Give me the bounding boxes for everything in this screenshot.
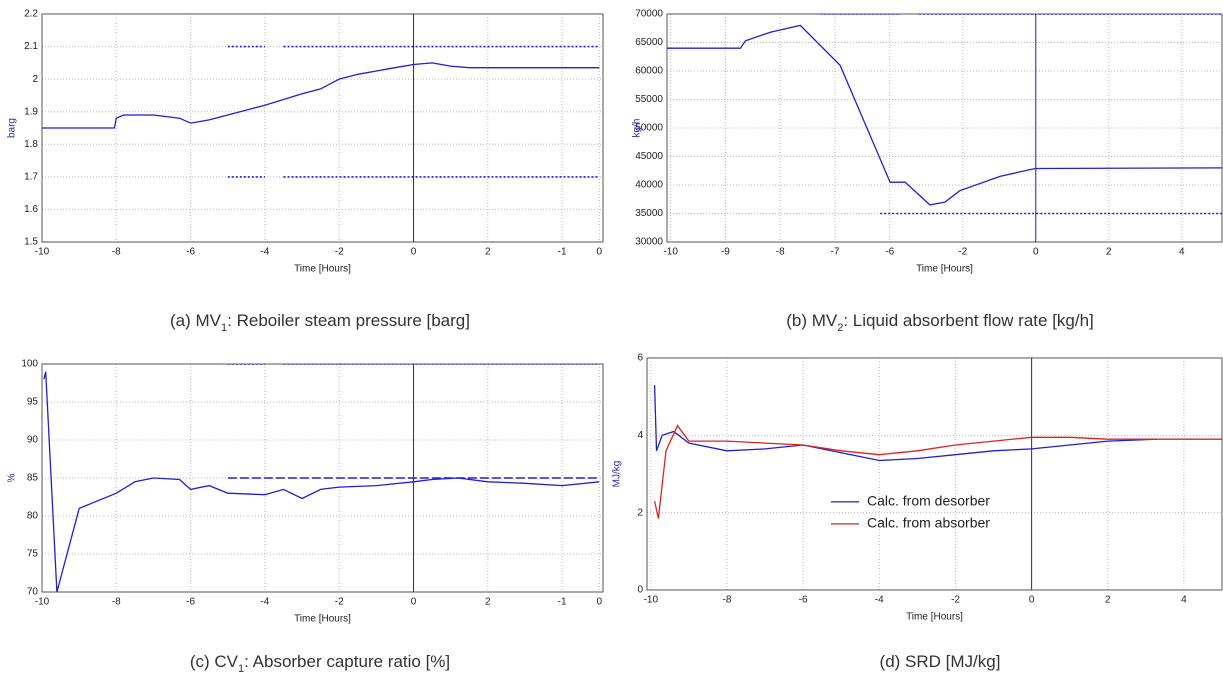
- plot-area: [647, 358, 1222, 590]
- x-tick-label: -6: [885, 247, 894, 258]
- x-tick-label: -8: [723, 595, 732, 606]
- x-axis-label: Time [Hours]: [294, 264, 351, 275]
- legend-label: Calc. from absorber: [867, 515, 990, 531]
- x-tick-label: 0: [1029, 595, 1035, 606]
- x-tick-label: -8: [112, 247, 121, 258]
- x-tick-label: -10: [644, 595, 659, 606]
- y-tick-label: 70000: [635, 9, 663, 20]
- x-tick-label: -8: [776, 247, 785, 258]
- caption-part: : Liquid absorbent flow rate [kg/h]: [843, 311, 1093, 330]
- caption: (c) CV1: Absorber capture ratio [%]: [190, 652, 450, 674]
- y-tick-label: 95: [27, 397, 39, 408]
- y-tick-label: 80: [27, 511, 39, 522]
- x-tick-label: -6: [186, 247, 195, 258]
- y-axis-label: barg: [7, 118, 18, 138]
- series-line: [42, 62, 600, 129]
- x-axis-label: Time [Hours]: [294, 614, 351, 625]
- x-tick-label: -1: [558, 247, 567, 258]
- y-tick-label: 30000: [635, 237, 663, 248]
- y-tick-label: 60000: [635, 66, 663, 77]
- x-tick-label: -10: [35, 247, 50, 258]
- y-tick-label: 55000: [635, 94, 663, 105]
- y-tick-label: 50000: [635, 123, 663, 134]
- x-tick-label: -4: [875, 595, 884, 606]
- y-tick-label: 2.2: [24, 9, 38, 20]
- caption-part: : Absorber capture ratio [%]: [244, 652, 450, 671]
- caption-part: (d) SRD [MJ/kg]: [880, 652, 1001, 671]
- legend-label: Calc. from desorber: [867, 493, 990, 509]
- y-tick-label: 1.6: [24, 204, 38, 215]
- y-tick-label: 65000: [635, 37, 663, 48]
- x-tick-label: -10: [35, 597, 50, 608]
- x-tick-label: 0: [597, 597, 603, 608]
- caption-part: (c) CV: [190, 652, 239, 671]
- y-tick-label: 2.1: [24, 41, 38, 52]
- x-tick-label: 2: [1106, 247, 1112, 258]
- x-tick-label: -2: [958, 247, 967, 258]
- y-tick-label: 90: [27, 435, 39, 446]
- plot-frame: [41, 363, 604, 593]
- x-tick-label: -1: [558, 597, 567, 608]
- y-axis-label: MJ/kg: [612, 461, 623, 488]
- x-tick-label: 2: [485, 597, 491, 608]
- x-tick-label: -9: [721, 247, 730, 258]
- x-tick-label: -10: [663, 247, 678, 258]
- x-tick-label: 2: [1105, 595, 1111, 606]
- x-tick-label: 0: [597, 247, 603, 258]
- y-tick-label: 1.9: [24, 106, 38, 117]
- x-tick-label: 2: [485, 247, 491, 258]
- y-tick-label: 1.5: [24, 237, 38, 248]
- series-line: [653, 424, 1222, 519]
- y-axis-label: %: [7, 473, 18, 482]
- x-tick-label: -7: [831, 247, 840, 258]
- y-tick-label: 0: [637, 585, 643, 596]
- caption: (b) MV2: Liquid absorbent flow rate [kg/…: [786, 311, 1094, 333]
- x-tick-label: -6: [799, 595, 808, 606]
- x-axis-label: Time [Hours]: [916, 264, 973, 275]
- y-tick-label: 1.7: [24, 171, 38, 182]
- caption-part: (a) MV: [170, 311, 222, 330]
- x-axis-label: Time [Hours]: [906, 612, 963, 623]
- plot-area: [42, 14, 603, 242]
- x-tick-label: 4: [1181, 595, 1187, 606]
- y-tick-label: 2: [637, 507, 643, 518]
- y-tick-label: 100: [21, 359, 38, 370]
- caption-part: : Reboiler steam pressure [barg]: [227, 311, 470, 330]
- y-tick-label: 75: [27, 549, 39, 560]
- y-tick-label: 40000: [635, 180, 663, 191]
- x-tick-label: -6: [186, 597, 195, 608]
- y-tick-label: 1.8: [24, 139, 38, 150]
- y-tick-label: 4: [637, 430, 643, 441]
- x-tick-label: 0: [411, 247, 417, 258]
- series-line: [653, 385, 1158, 462]
- caption-part: (b) MV: [786, 311, 838, 330]
- x-tick-label: -8: [112, 597, 121, 608]
- x-tick-label: -4: [260, 597, 269, 608]
- caption-part: 1: [238, 663, 244, 675]
- y-tick-label: 6: [637, 353, 643, 364]
- x-tick-label: -2: [951, 595, 960, 606]
- y-tick-label: 2: [32, 74, 38, 85]
- x-tick-label: -2: [335, 247, 344, 258]
- x-tick-label: 0: [411, 597, 417, 608]
- plot-frame: [646, 357, 1223, 591]
- caption-part: 2: [837, 322, 843, 334]
- y-tick-label: 35000: [635, 208, 663, 219]
- x-tick-label: 0: [1033, 247, 1039, 258]
- y-tick-label: 85: [27, 473, 39, 484]
- caption: (a) MV1: Reboiler steam pressure [barg]: [170, 311, 470, 333]
- x-tick-label: -4: [260, 247, 269, 258]
- caption-part: 1: [221, 322, 227, 334]
- y-axis-label: kg/h: [632, 119, 643, 138]
- y-tick-label: 70: [27, 587, 39, 598]
- caption: (d) SRD [MJ/kg]: [880, 652, 1001, 671]
- x-tick-label: 4: [1179, 247, 1185, 258]
- series-line: [667, 24, 1222, 206]
- x-tick-label: -2: [335, 597, 344, 608]
- y-tick-label: 45000: [635, 151, 663, 162]
